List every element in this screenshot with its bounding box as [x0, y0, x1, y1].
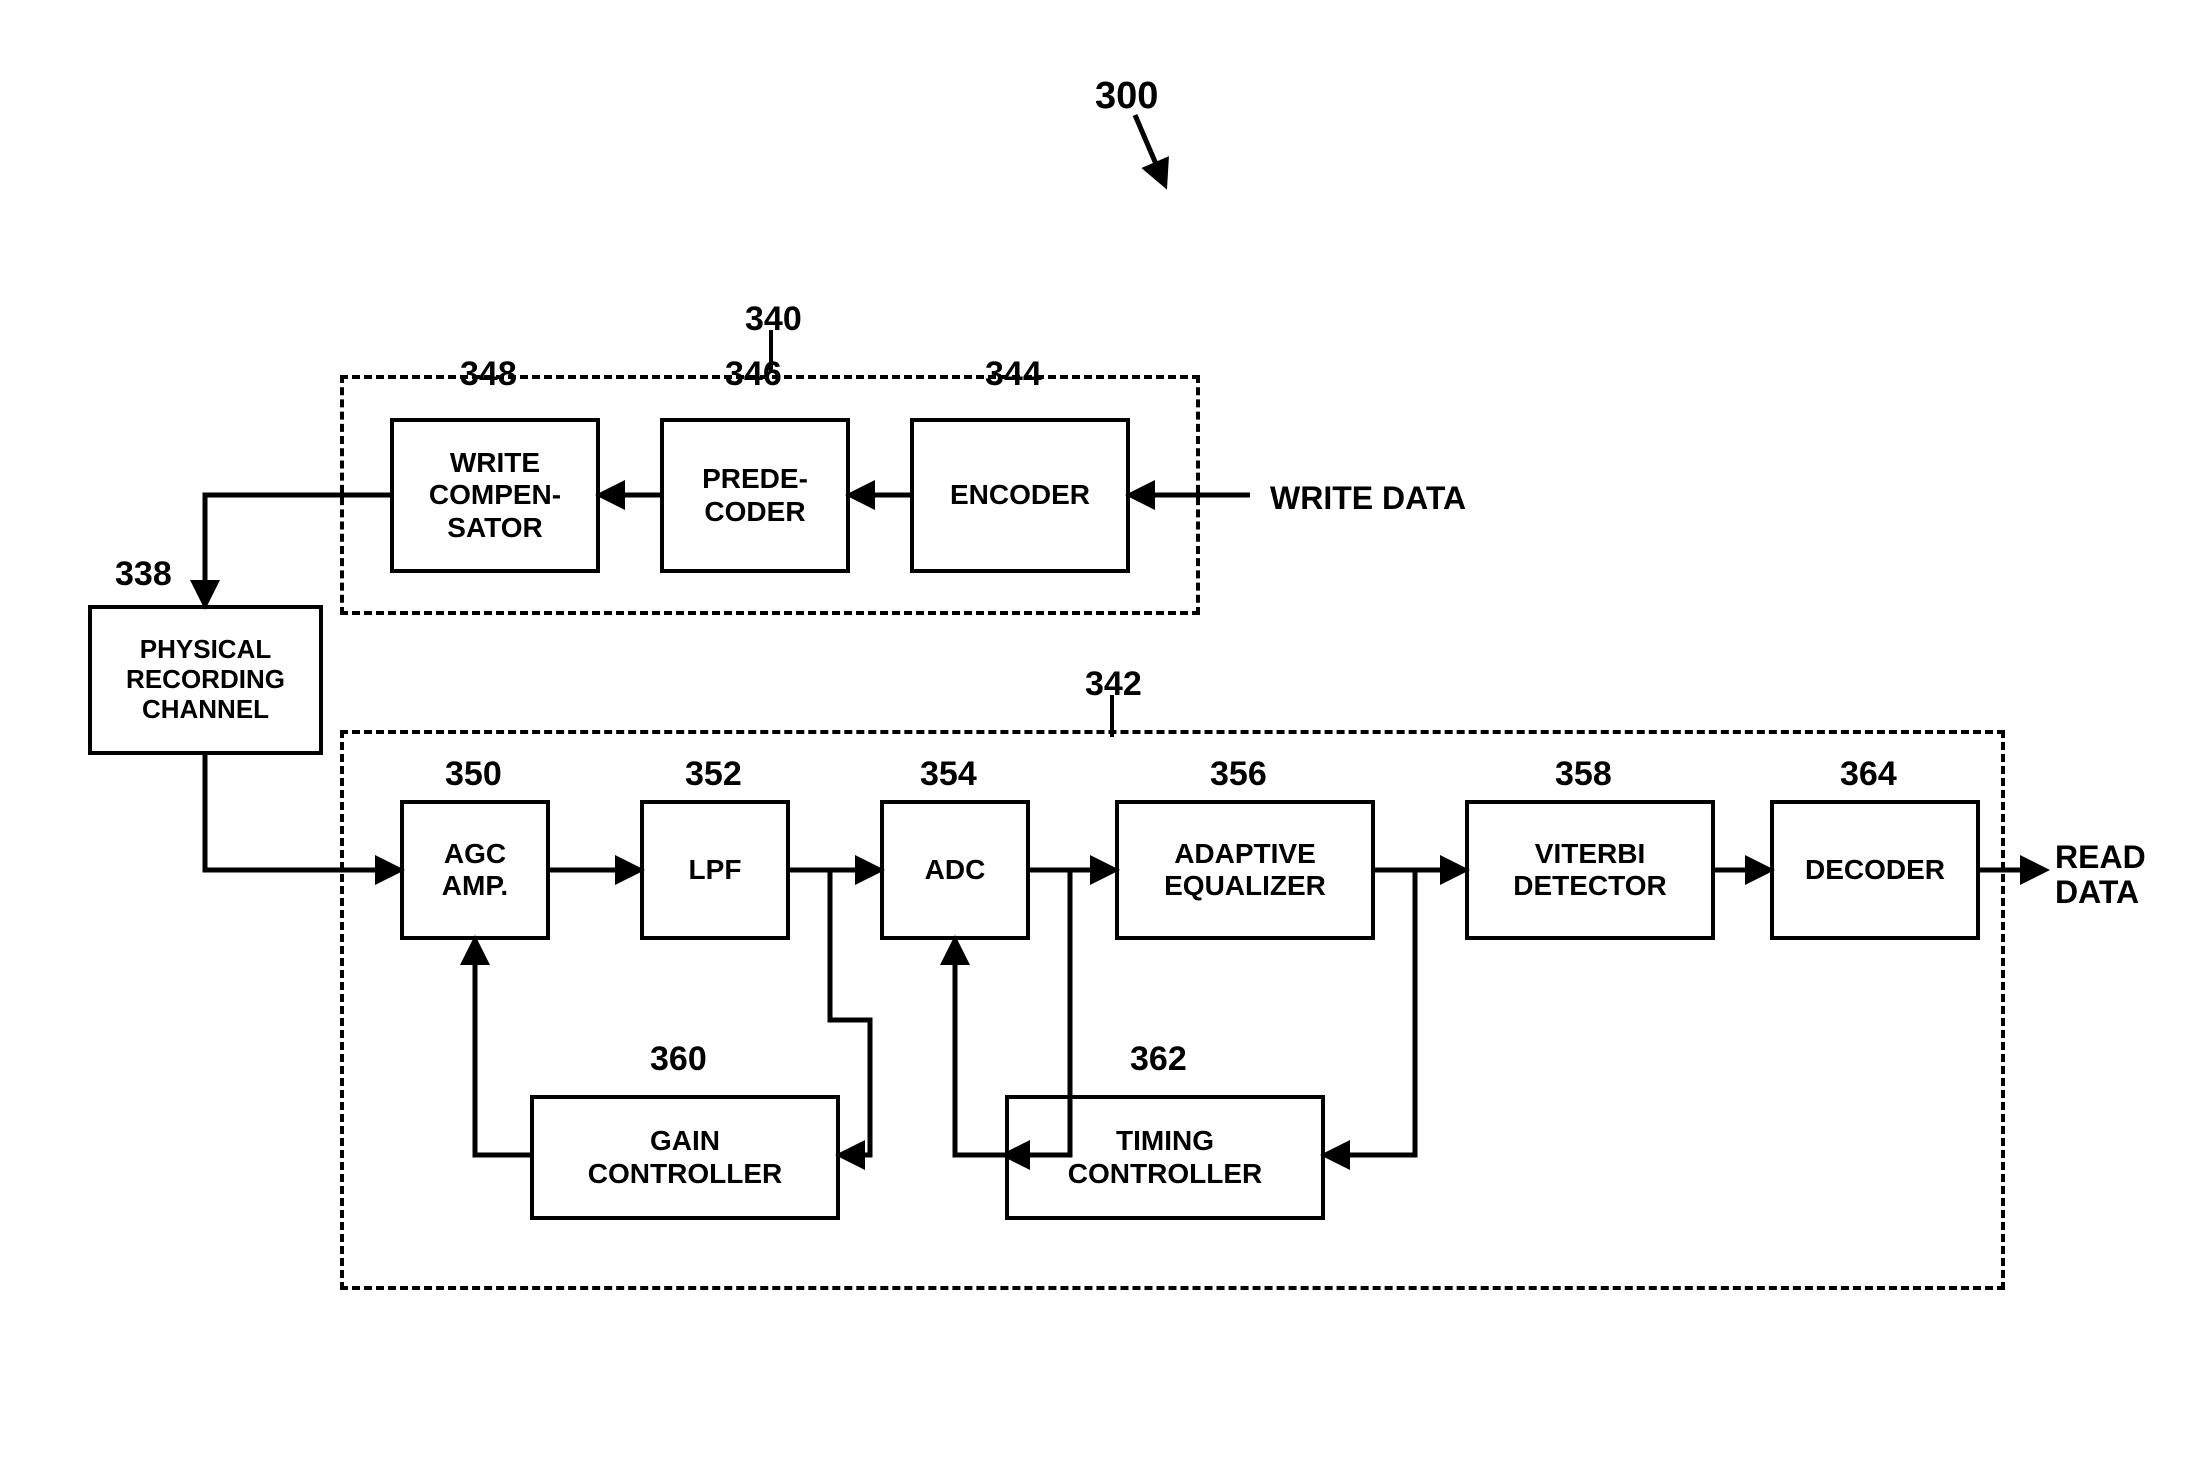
ref-348: 348 — [460, 355, 517, 394]
ref-340: 340 — [745, 300, 802, 339]
ref-362: 362 — [1130, 1040, 1187, 1079]
ref-300: 300 — [1095, 75, 1158, 118]
block-label: LPF — [689, 854, 742, 886]
ref-356: 356 — [1210, 755, 1267, 794]
ref-344: 344 — [985, 355, 1042, 394]
timing-controller-block: TIMINGCONTROLLER — [1005, 1095, 1325, 1220]
physical-recording-channel-block: PHYSICALRECORDINGCHANNEL — [88, 605, 323, 755]
ref-354: 354 — [920, 755, 977, 794]
ref-358: 358 — [1555, 755, 1612, 794]
block-label: TIMINGCONTROLLER — [1068, 1125, 1262, 1189]
write-compensator-block: WRITECOMPEN-SATOR — [390, 418, 600, 573]
read-data-label: READDATA — [2055, 840, 2146, 910]
block-label: ADAPTIVEEQUALIZER — [1164, 838, 1326, 902]
ref-364: 364 — [1840, 755, 1897, 794]
ref-352: 352 — [685, 755, 742, 794]
adaptive-equalizer-block: ADAPTIVEEQUALIZER — [1115, 800, 1375, 940]
block-label: WRITECOMPEN-SATOR — [429, 447, 561, 544]
fig-arrow-300 — [1135, 115, 1165, 185]
predecoder-block: PREDE-CODER — [660, 418, 850, 573]
block-label: DECODER — [1805, 854, 1945, 886]
write-data-label: WRITE DATA — [1270, 480, 1466, 517]
block-label: GAINCONTROLLER — [588, 1125, 782, 1189]
block-label: PREDE-CODER — [702, 463, 808, 527]
lpf-block: LPF — [640, 800, 790, 940]
block-label: ENCODER — [950, 479, 1090, 511]
tick-340 — [769, 330, 773, 372]
tick-342 — [1110, 695, 1114, 737]
encoder-block: ENCODER — [910, 418, 1130, 573]
decoder-block: DECODER — [1770, 800, 1980, 940]
ref-346: 346 — [725, 355, 782, 394]
agc-amp-block: AGCAMP. — [400, 800, 550, 940]
block-label: AGCAMP. — [442, 838, 508, 902]
ref-338: 338 — [115, 555, 172, 594]
viterbi-detector-block: VITERBIDETECTOR — [1465, 800, 1715, 940]
gain-controller-block: GAINCONTROLLER — [530, 1095, 840, 1220]
adc-block: ADC — [880, 800, 1030, 940]
diagram-canvas: PHYSICALRECORDINGCHANNEL WRITECOMPEN-SAT… — [0, 0, 2193, 1461]
block-label: PHYSICALRECORDINGCHANNEL — [126, 635, 285, 725]
ref-360: 360 — [650, 1040, 707, 1079]
block-label: ADC — [925, 854, 986, 886]
ref-350: 350 — [445, 755, 502, 794]
block-label: VITERBIDETECTOR — [1513, 838, 1667, 902]
